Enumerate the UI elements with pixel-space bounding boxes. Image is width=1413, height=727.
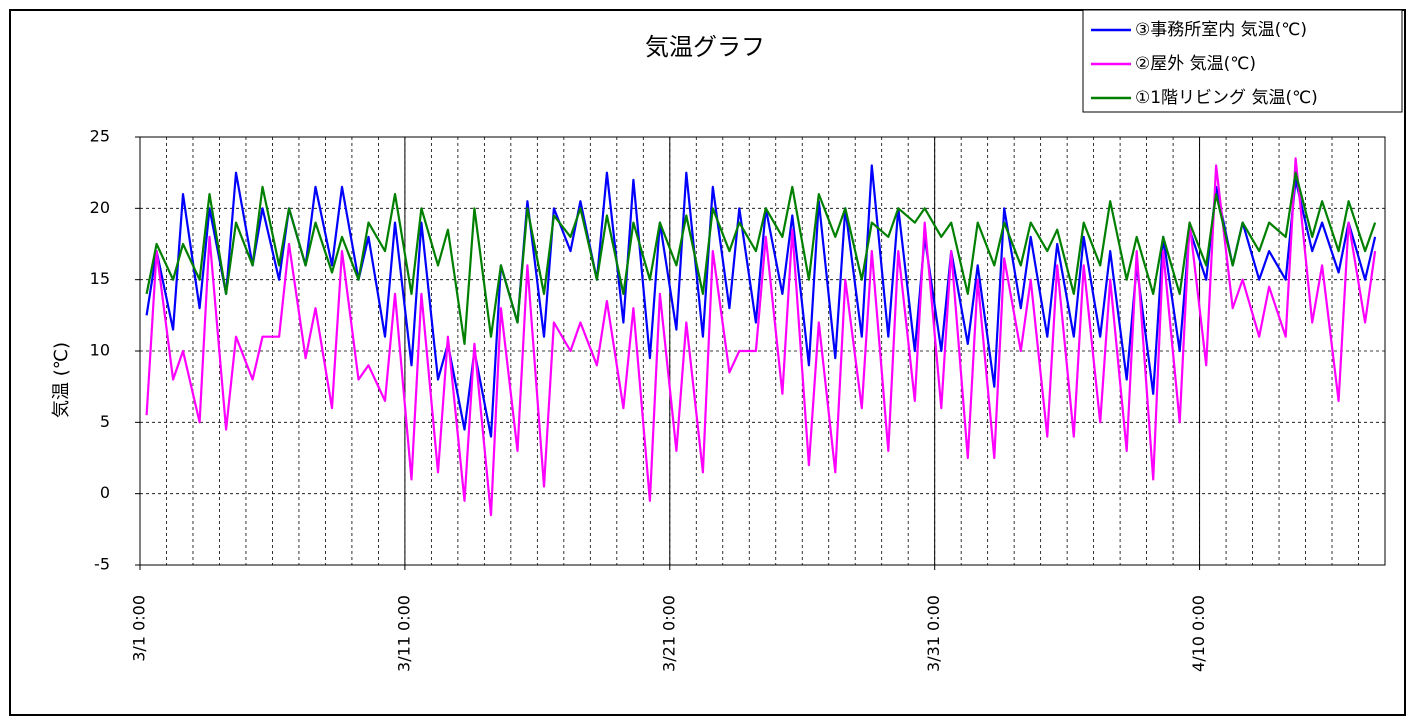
y-tick-label: 5	[100, 412, 110, 431]
legend-label: ①1階リビング 気温(℃)	[1135, 88, 1318, 108]
x-tick-label: 3/21 0:00	[659, 595, 678, 672]
legend-label: ③事務所室内 気温(℃)	[1135, 20, 1307, 40]
series-line	[145, 157, 1377, 517]
y-axis-label: 気温 (℃)	[51, 342, 72, 418]
legend-label: ②屋外 気温(℃)	[1135, 54, 1256, 74]
y-tick-label: 20	[90, 198, 110, 217]
x-tick-label: 3/1 0:00	[130, 595, 149, 662]
y-tick-label: -5	[94, 555, 110, 574]
chart-title: 気温グラフ	[645, 33, 765, 61]
x-tick-label: 4/10 0:00	[1189, 595, 1208, 672]
plot-border	[139, 136, 1386, 566]
legend-box	[1082, 9, 1403, 113]
x-tick-label: 3/11 0:00	[394, 595, 413, 672]
y-tick-label: 25	[90, 127, 110, 146]
y-tick-label: 10	[90, 341, 110, 360]
x-tick-label: 3/31 0:00	[924, 595, 943, 672]
series-line	[145, 171, 1377, 345]
y-tick-label: 0	[100, 483, 110, 502]
plot-area	[140, 137, 1385, 565]
series-line	[145, 164, 1377, 438]
y-tick-label: 15	[90, 269, 110, 288]
